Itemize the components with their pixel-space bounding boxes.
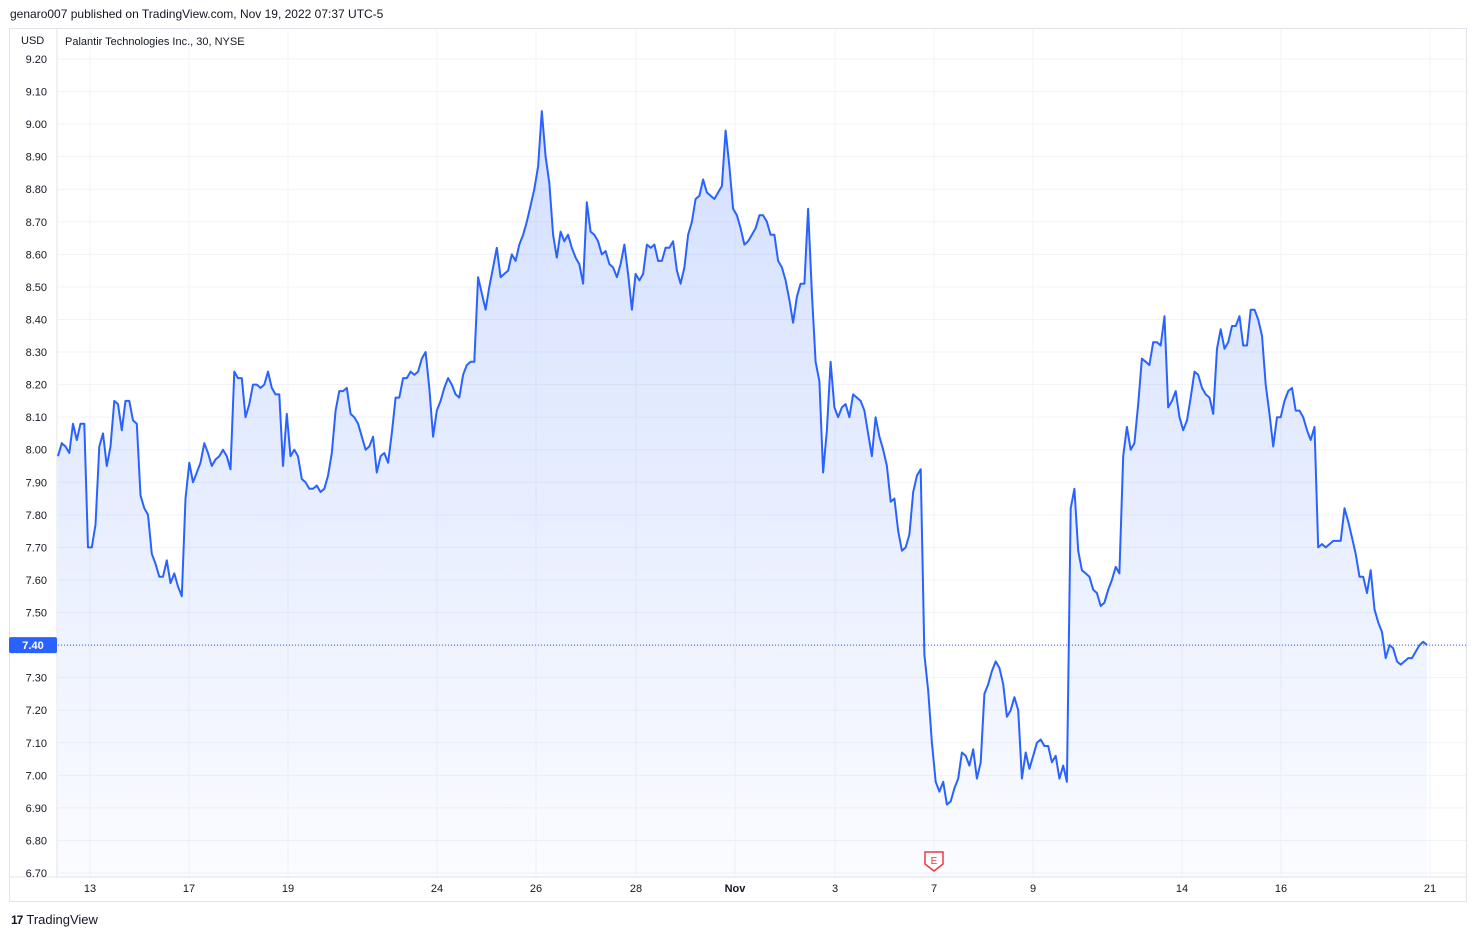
price-line: [57, 110, 1428, 806]
earnings-label: E: [931, 856, 938, 867]
y-tick-label: 8.50: [26, 282, 47, 294]
chart-frame: [9, 28, 1467, 902]
currency-label: USD: [21, 35, 44, 47]
symbol-legend[interactable]: Palantir Technologies Inc., 30, NYSE: [65, 36, 245, 48]
y-tick-label: 8.60: [26, 249, 47, 261]
y-tick-label: 8.80: [26, 184, 47, 196]
time-axis[interactable]: 13 17 19 24 26 28 Nov 3 7 9 14 16 21: [84, 883, 1436, 895]
y-tick-label: 6.80: [26, 835, 47, 847]
x-tick-label: 14: [1176, 883, 1188, 895]
y-tick-label: 7.60: [26, 575, 47, 587]
y-tick-label: 7.80: [26, 510, 47, 522]
price-area-fill: [58, 111, 1427, 878]
publisher-caption: genaro007 published on TradingView.com, …: [10, 7, 384, 21]
y-tick-label: 7.20: [26, 705, 47, 717]
x-tick-label: 24: [431, 883, 443, 895]
x-tick-label: 26: [530, 883, 542, 895]
x-tick-label: 9: [1030, 883, 1036, 895]
y-tick-label: 8.90: [26, 152, 47, 164]
y-tick-label: 8.70: [26, 217, 47, 229]
y-tick-label: 7.10: [26, 738, 47, 750]
y-tick-label: 7.90: [26, 477, 47, 489]
x-tick-label: 28: [630, 883, 642, 895]
last-price-badge-bg: [9, 637, 57, 654]
last-price-badge: 7.40: [9, 637, 57, 654]
last-price-label: 7.40: [22, 640, 43, 652]
y-tick-label: 8.20: [26, 380, 47, 392]
x-tick-label: 19: [282, 883, 294, 895]
x-tick-label: 13: [84, 883, 96, 895]
y-tick-label: 8.40: [26, 314, 47, 326]
x-tick-label: 3: [832, 883, 838, 895]
y-tick-label: 8.00: [26, 445, 47, 457]
y-tick-label: 9.00: [26, 119, 47, 131]
y-tick-label: 7.50: [26, 608, 47, 620]
y-tick-label: 6.90: [26, 803, 47, 815]
brand-name: TradingView: [26, 912, 98, 927]
price-axis[interactable]: 9.20 9.10 9.00 8.90 8.80 8.70 8.60 8.50 8.40 8.30…: [26, 54, 47, 880]
earnings-icon: [924, 851, 944, 872]
x-tick-label: Nov: [725, 883, 747, 895]
footer-brand[interactable]: 17 TradingView: [11, 912, 98, 927]
y-tick-label: 8.30: [26, 347, 47, 359]
y-tick-label: 7.30: [26, 673, 47, 685]
x-tick-label: 7: [931, 883, 937, 895]
earnings-marker[interactable]: E: [924, 851, 944, 872]
y-tick-label: 7.70: [26, 542, 47, 554]
y-tick-label: 8.10: [26, 412, 47, 424]
y-tick-label: 9.10: [26, 87, 47, 99]
tradingview-logo-icon: 17: [11, 912, 23, 927]
x-tick-label: 21: [1424, 883, 1436, 895]
y-tick-label: 9.20: [26, 54, 47, 66]
x-tick-label: 16: [1275, 883, 1287, 895]
y-tick-label: 6.70: [26, 868, 47, 880]
x-tick-label: 17: [183, 883, 195, 895]
y-tick-label: 7.00: [26, 770, 47, 782]
